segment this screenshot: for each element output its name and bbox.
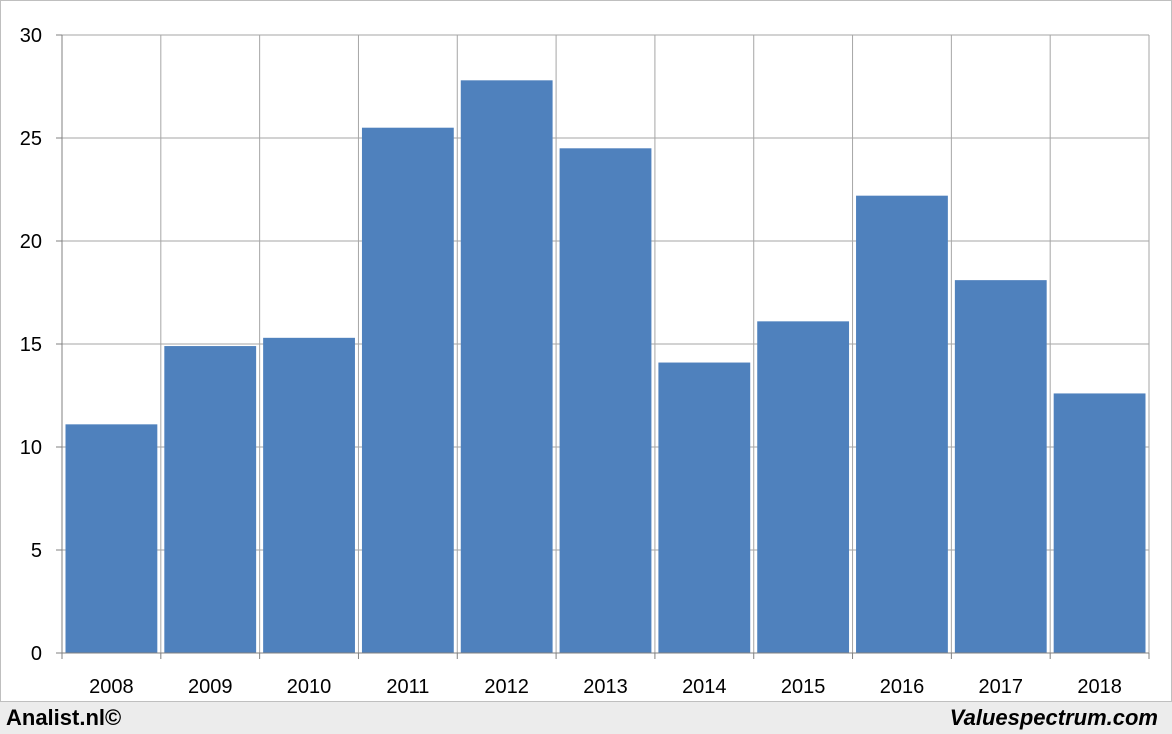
bar-2015 xyxy=(757,321,850,653)
x-tick-label: 2013 xyxy=(583,676,628,698)
grid-lines xyxy=(62,34,1150,653)
bar-2014 xyxy=(658,362,751,653)
y-tick-label: 15 xyxy=(20,334,42,356)
bar-2016 xyxy=(856,195,948,653)
x-tick-label: 2016 xyxy=(880,676,925,698)
footer-brand-left: Analist.nl© xyxy=(6,705,122,730)
bar-2010 xyxy=(263,337,355,653)
bar-2009 xyxy=(164,346,257,653)
x-tick-label: 2012 xyxy=(484,676,529,698)
bar-2008 xyxy=(65,424,158,653)
y-tick-label: 25 xyxy=(20,128,42,150)
y-tick-label: 0 xyxy=(31,643,42,665)
x-tick-label: 2011 xyxy=(386,676,429,698)
x-tick-label: 2017 xyxy=(979,676,1024,698)
y-tick-labels: 0 5 10 15 20 25 30 xyxy=(20,25,42,665)
bar-2018 xyxy=(1053,393,1146,653)
x-tick-label: 2014 xyxy=(682,676,727,698)
x-tick-label: 2018 xyxy=(1077,676,1122,698)
y-tick-label: 30 xyxy=(20,25,42,47)
bar-2017 xyxy=(954,280,1047,653)
bar-chart: 0 5 10 15 20 25 30 2008 2009 2010 2011 2012 2013 201… xyxy=(20,25,1150,698)
x-tick-label: 2009 xyxy=(188,676,233,698)
y-tick-label: 20 xyxy=(20,231,42,253)
x-tick-label: 2008 xyxy=(89,676,134,698)
y-tick-label: 10 xyxy=(20,437,42,459)
bars xyxy=(65,80,1146,654)
y-tick-label: 5 xyxy=(31,540,42,562)
footer-bar: Analist.nl© Valuespectrum.com xyxy=(0,702,1172,734)
axes xyxy=(56,34,1150,659)
x-tick-label: 2015 xyxy=(781,676,826,698)
bar-2013 xyxy=(559,148,652,654)
footer-brand-right: Valuespectrum.com xyxy=(949,705,1158,730)
bar-2012 xyxy=(460,80,553,653)
bar-2011 xyxy=(361,127,454,653)
x-tick-labels: 2008 2009 2010 2011 2012 2013 2014 2015 2016 2017… xyxy=(89,676,1122,698)
chart-frame: 0 5 10 15 20 25 30 2008 2009 2010 2011 2012 2013 201… xyxy=(0,0,1172,702)
x-tick-label: 2010 xyxy=(287,676,332,698)
